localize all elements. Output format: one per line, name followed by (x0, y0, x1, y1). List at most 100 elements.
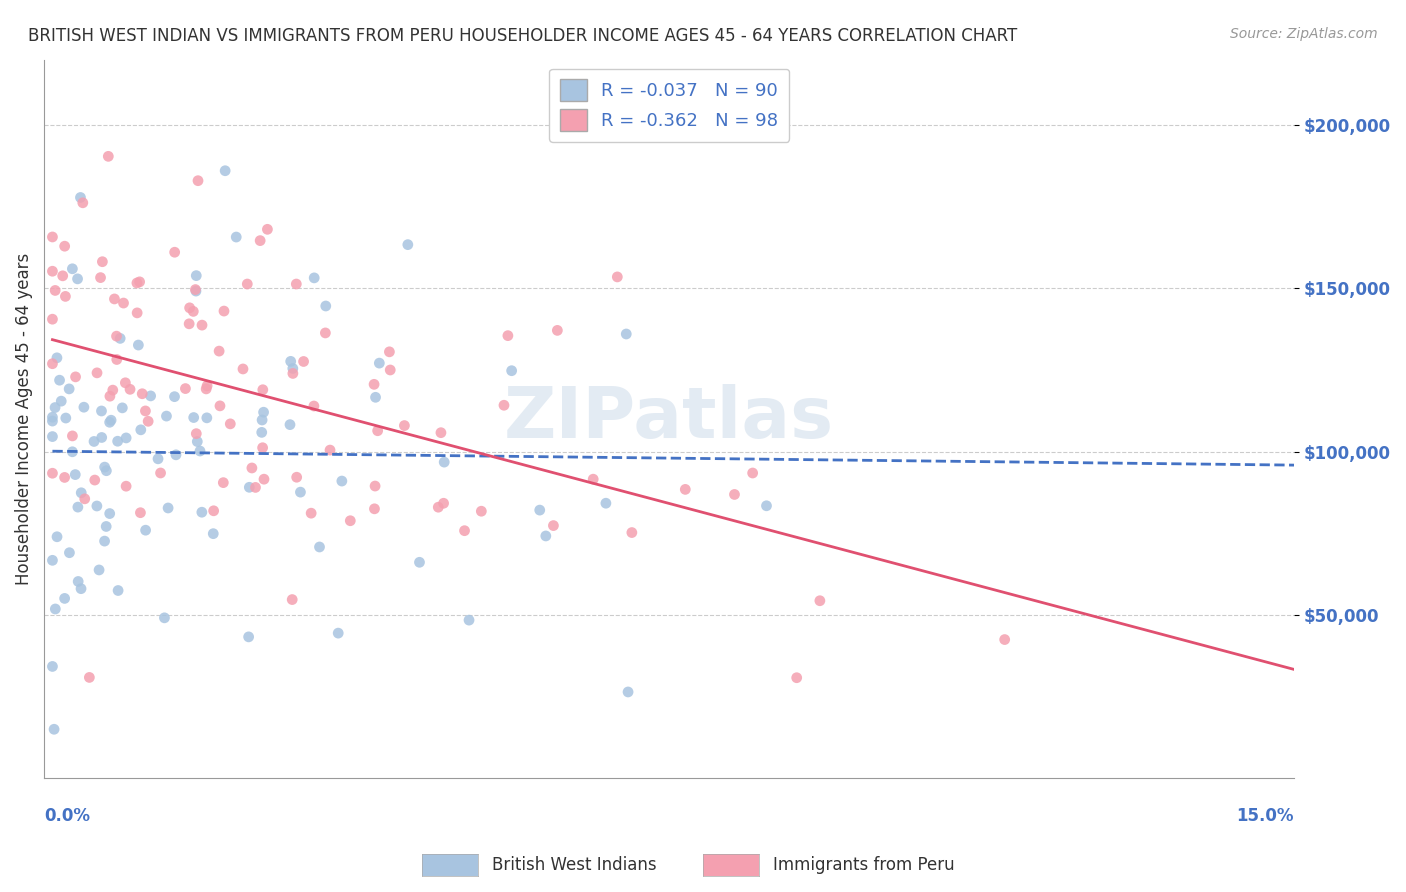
British West Indians (90, 430, 112, 444)
Immigrants from Peru (41, 312, 63, 326)
Immigrants from Peru (212, 304, 235, 318)
British West Indians (42, 723, 65, 737)
Immigrants from Peru (73, 491, 96, 506)
Immigrants from Peru (741, 466, 763, 480)
Immigrants from Peru (195, 379, 218, 393)
British West Indians (617, 685, 640, 699)
British West Indians (98, 507, 121, 521)
Immigrants from Peru (240, 461, 263, 475)
Immigrants from Peru (115, 479, 138, 493)
Immigrants from Peru (212, 475, 235, 490)
Immigrants from Peru (65, 370, 87, 384)
British West Indians (107, 434, 129, 449)
British West Indians (278, 417, 301, 432)
British West Indians (111, 401, 134, 415)
Text: 15.0%: 15.0% (1237, 807, 1294, 825)
Immigrants from Peru (181, 304, 204, 318)
British West Indians (69, 190, 91, 204)
Text: 0.0%: 0.0% (44, 807, 90, 825)
Immigrants from Peru (41, 230, 63, 244)
Immigrants from Peru (208, 399, 231, 413)
British West Indians (290, 485, 312, 500)
British West Indians (44, 602, 66, 616)
Immigrants from Peru (101, 383, 124, 397)
Immigrants from Peru (339, 514, 361, 528)
Immigrants from Peru (249, 234, 271, 248)
Immigrants from Peru (83, 473, 105, 487)
Immigrants from Peru (430, 425, 453, 440)
Immigrants from Peru (53, 470, 76, 484)
Immigrants from Peru (606, 269, 628, 284)
Immigrants from Peru (432, 496, 454, 510)
British West Indians (755, 499, 778, 513)
Immigrants from Peru (44, 284, 66, 298)
British West Indians (83, 434, 105, 449)
Immigrants from Peru (41, 467, 63, 481)
Immigrants from Peru (319, 443, 342, 458)
British West Indians (67, 574, 90, 589)
Immigrants from Peru (281, 592, 304, 607)
British West Indians (186, 268, 208, 283)
Immigrants from Peru (55, 289, 77, 303)
Immigrants from Peru (427, 500, 450, 515)
Immigrants from Peru (195, 382, 218, 396)
British West Indians (595, 496, 617, 510)
Immigrants from Peru (202, 504, 225, 518)
Immigrants from Peru (253, 472, 276, 486)
Text: British West Indians: British West Indians (492, 855, 657, 873)
Immigrants from Peru (620, 525, 643, 540)
British West Indians (250, 425, 273, 440)
Immigrants from Peru (252, 383, 274, 397)
British West Indians (146, 451, 169, 466)
Immigrants from Peru (98, 389, 121, 403)
British West Indians (41, 553, 63, 567)
British West Indians (60, 261, 83, 276)
British West Indians (183, 410, 205, 425)
Immigrants from Peru (363, 501, 385, 516)
Immigrants from Peru (453, 524, 475, 538)
British West Indians (65, 467, 87, 482)
British West Indians (155, 409, 177, 423)
British West Indians (458, 613, 481, 627)
Immigrants from Peru (62, 429, 84, 443)
Immigrants from Peru (118, 382, 141, 396)
British West Indians (129, 423, 152, 437)
British West Indians (157, 500, 180, 515)
British West Indians (90, 404, 112, 418)
British West Indians (87, 563, 110, 577)
Immigrants from Peru (543, 518, 565, 533)
British West Indians (58, 382, 80, 396)
Immigrants from Peru (187, 174, 209, 188)
British West Indians (86, 499, 108, 513)
Immigrants from Peru (492, 398, 515, 412)
Immigrants from Peru (91, 254, 114, 268)
British West Indians (115, 431, 138, 445)
British West Indians (188, 444, 211, 458)
Immigrants from Peru (363, 377, 385, 392)
Immigrants from Peru (299, 506, 322, 520)
Immigrants from Peru (114, 376, 136, 390)
Text: Source: ZipAtlas.com: Source: ZipAtlas.com (1230, 27, 1378, 41)
Immigrants from Peru (90, 270, 112, 285)
Y-axis label: Householder Income Ages 45 - 64 years: Householder Income Ages 45 - 64 years (15, 252, 32, 585)
British West Indians (238, 630, 260, 644)
British West Indians (66, 500, 89, 515)
British West Indians (96, 519, 118, 533)
Immigrants from Peru (128, 275, 150, 289)
Immigrants from Peru (174, 382, 197, 396)
British West Indians (51, 394, 73, 409)
Immigrants from Peru (285, 470, 308, 484)
Immigrants from Peru (191, 318, 214, 332)
British West Indians (281, 361, 304, 376)
British West Indians (330, 474, 353, 488)
Immigrants from Peru (125, 276, 148, 290)
Immigrants from Peru (105, 352, 128, 367)
British West Indians (614, 326, 637, 341)
British West Indians (107, 583, 129, 598)
Immigrants from Peru (380, 363, 402, 377)
Immigrants from Peru (179, 317, 201, 331)
British West Indians (252, 405, 274, 419)
British West Indians (48, 373, 70, 387)
Immigrants from Peru (41, 264, 63, 278)
Immigrants from Peru (314, 326, 336, 340)
